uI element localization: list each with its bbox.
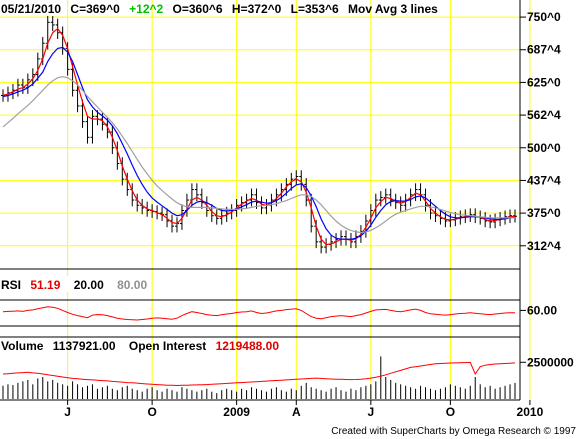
- price-bar: [15, 78, 20, 97]
- rsi-value: 51.19: [30, 278, 60, 292]
- x-axis-labels: JO2009AJO2010A: [64, 400, 544, 419]
- ma_slow-line: [2, 76, 515, 234]
- price-bar: [413, 183, 418, 202]
- y-tick-label: 687^4: [527, 43, 561, 57]
- price-bar: [90, 110, 95, 144]
- price-bar: [388, 188, 393, 207]
- rsi-y-tick-label: 60.00: [527, 303, 557, 317]
- open-interest-line: [2, 361, 516, 387]
- rsi-lower: 20.00: [74, 278, 104, 292]
- header-close: C=369^0: [70, 2, 120, 16]
- header-low: L=353^6: [291, 2, 339, 16]
- x-tick-label: O: [446, 405, 455, 419]
- price-bar: [170, 214, 175, 233]
- x-tick-label: J: [64, 405, 71, 419]
- y-tick-label: 500^0: [527, 141, 561, 155]
- price-bar: [294, 170, 299, 186]
- footer-credit: Created with SuperCharts by Omega Resear…: [331, 426, 576, 437]
- volume-value: 1137921.00: [53, 339, 116, 353]
- price-bar: [343, 230, 348, 246]
- svg-text:RSI 51.19 20.00 80: RSI 51.19 20.00 80.00: [1, 278, 147, 292]
- price-bar: [110, 125, 115, 155]
- header-open: O=360^6: [173, 2, 223, 16]
- price-bar: [80, 99, 85, 128]
- price-bar: [339, 230, 344, 246]
- price-bar: [174, 217, 179, 233]
- price-bar: [50, 16, 55, 32]
- price-bar: [383, 188, 388, 204]
- y-tick-label: 750^0: [527, 10, 561, 24]
- y-tick-label: 375^0: [527, 206, 561, 220]
- price-bar: [309, 193, 314, 233]
- header-date: 05/21/2010: [1, 2, 61, 16]
- x-tick-label: A: [292, 405, 301, 419]
- rsi-line: [2, 306, 515, 321]
- price-bar: [423, 188, 428, 212]
- header-high: H=372^0: [232, 2, 282, 16]
- price-bar: [179, 204, 184, 230]
- price-bar: [194, 183, 199, 202]
- header-change: +12^2: [129, 2, 163, 16]
- y-tick-label: 625^0: [527, 75, 561, 89]
- rsi-header-bg: [0, 276, 150, 292]
- price-bars: [1, 16, 517, 254]
- y-tick-label: 312^4: [527, 239, 561, 253]
- y-tick-label: 437^4: [527, 173, 561, 187]
- svg-text:Volume 1137921.00 Open: Volume 1137921.00 Open Interest 1219488.…: [1, 339, 279, 353]
- y-tick-label: 562^4: [527, 108, 561, 122]
- ma_fast-line: [2, 27, 516, 246]
- price-bar: [378, 191, 383, 207]
- x-tick-label: 2010: [517, 405, 544, 419]
- volume-bars: [2, 356, 516, 399]
- x-tick-label: J: [368, 405, 375, 419]
- series-lines: [2, 27, 516, 387]
- price-bar: [418, 183, 423, 202]
- header-indicator: Mov Avg 3 lines: [348, 2, 438, 16]
- price-bar: [398, 196, 403, 212]
- ma_mid-line: [2, 46, 516, 240]
- volume-y-tick-label: 2500000: [527, 355, 574, 369]
- oi-label: Open Interest: [129, 339, 206, 353]
- price-bar: [75, 83, 80, 113]
- price-bar: [214, 209, 219, 225]
- x-tick-label: O: [147, 405, 156, 419]
- rsi-label: RSI: [1, 278, 21, 292]
- price-bar: [254, 188, 259, 209]
- rsi-upper: 80.00: [117, 278, 147, 292]
- price-bar: [35, 52, 40, 81]
- svg-text:05/21/2010 C=369^0 +12: 05/21/2010 C=369^0 +12^2 O=360^6 H=372^0…: [1, 2, 438, 16]
- price-bar: [85, 115, 90, 144]
- volume-label: Volume: [1, 339, 44, 353]
- price-bar: [264, 198, 269, 215]
- oi-value: 1219488.00: [216, 339, 280, 353]
- x-tick-label: 2009: [223, 405, 250, 419]
- price-bar: [249, 188, 254, 207]
- y-axis-labels: 750^0 687^4 625^0 562^4 500^0 437^4 375^0 312^4…: [520, 10, 574, 369]
